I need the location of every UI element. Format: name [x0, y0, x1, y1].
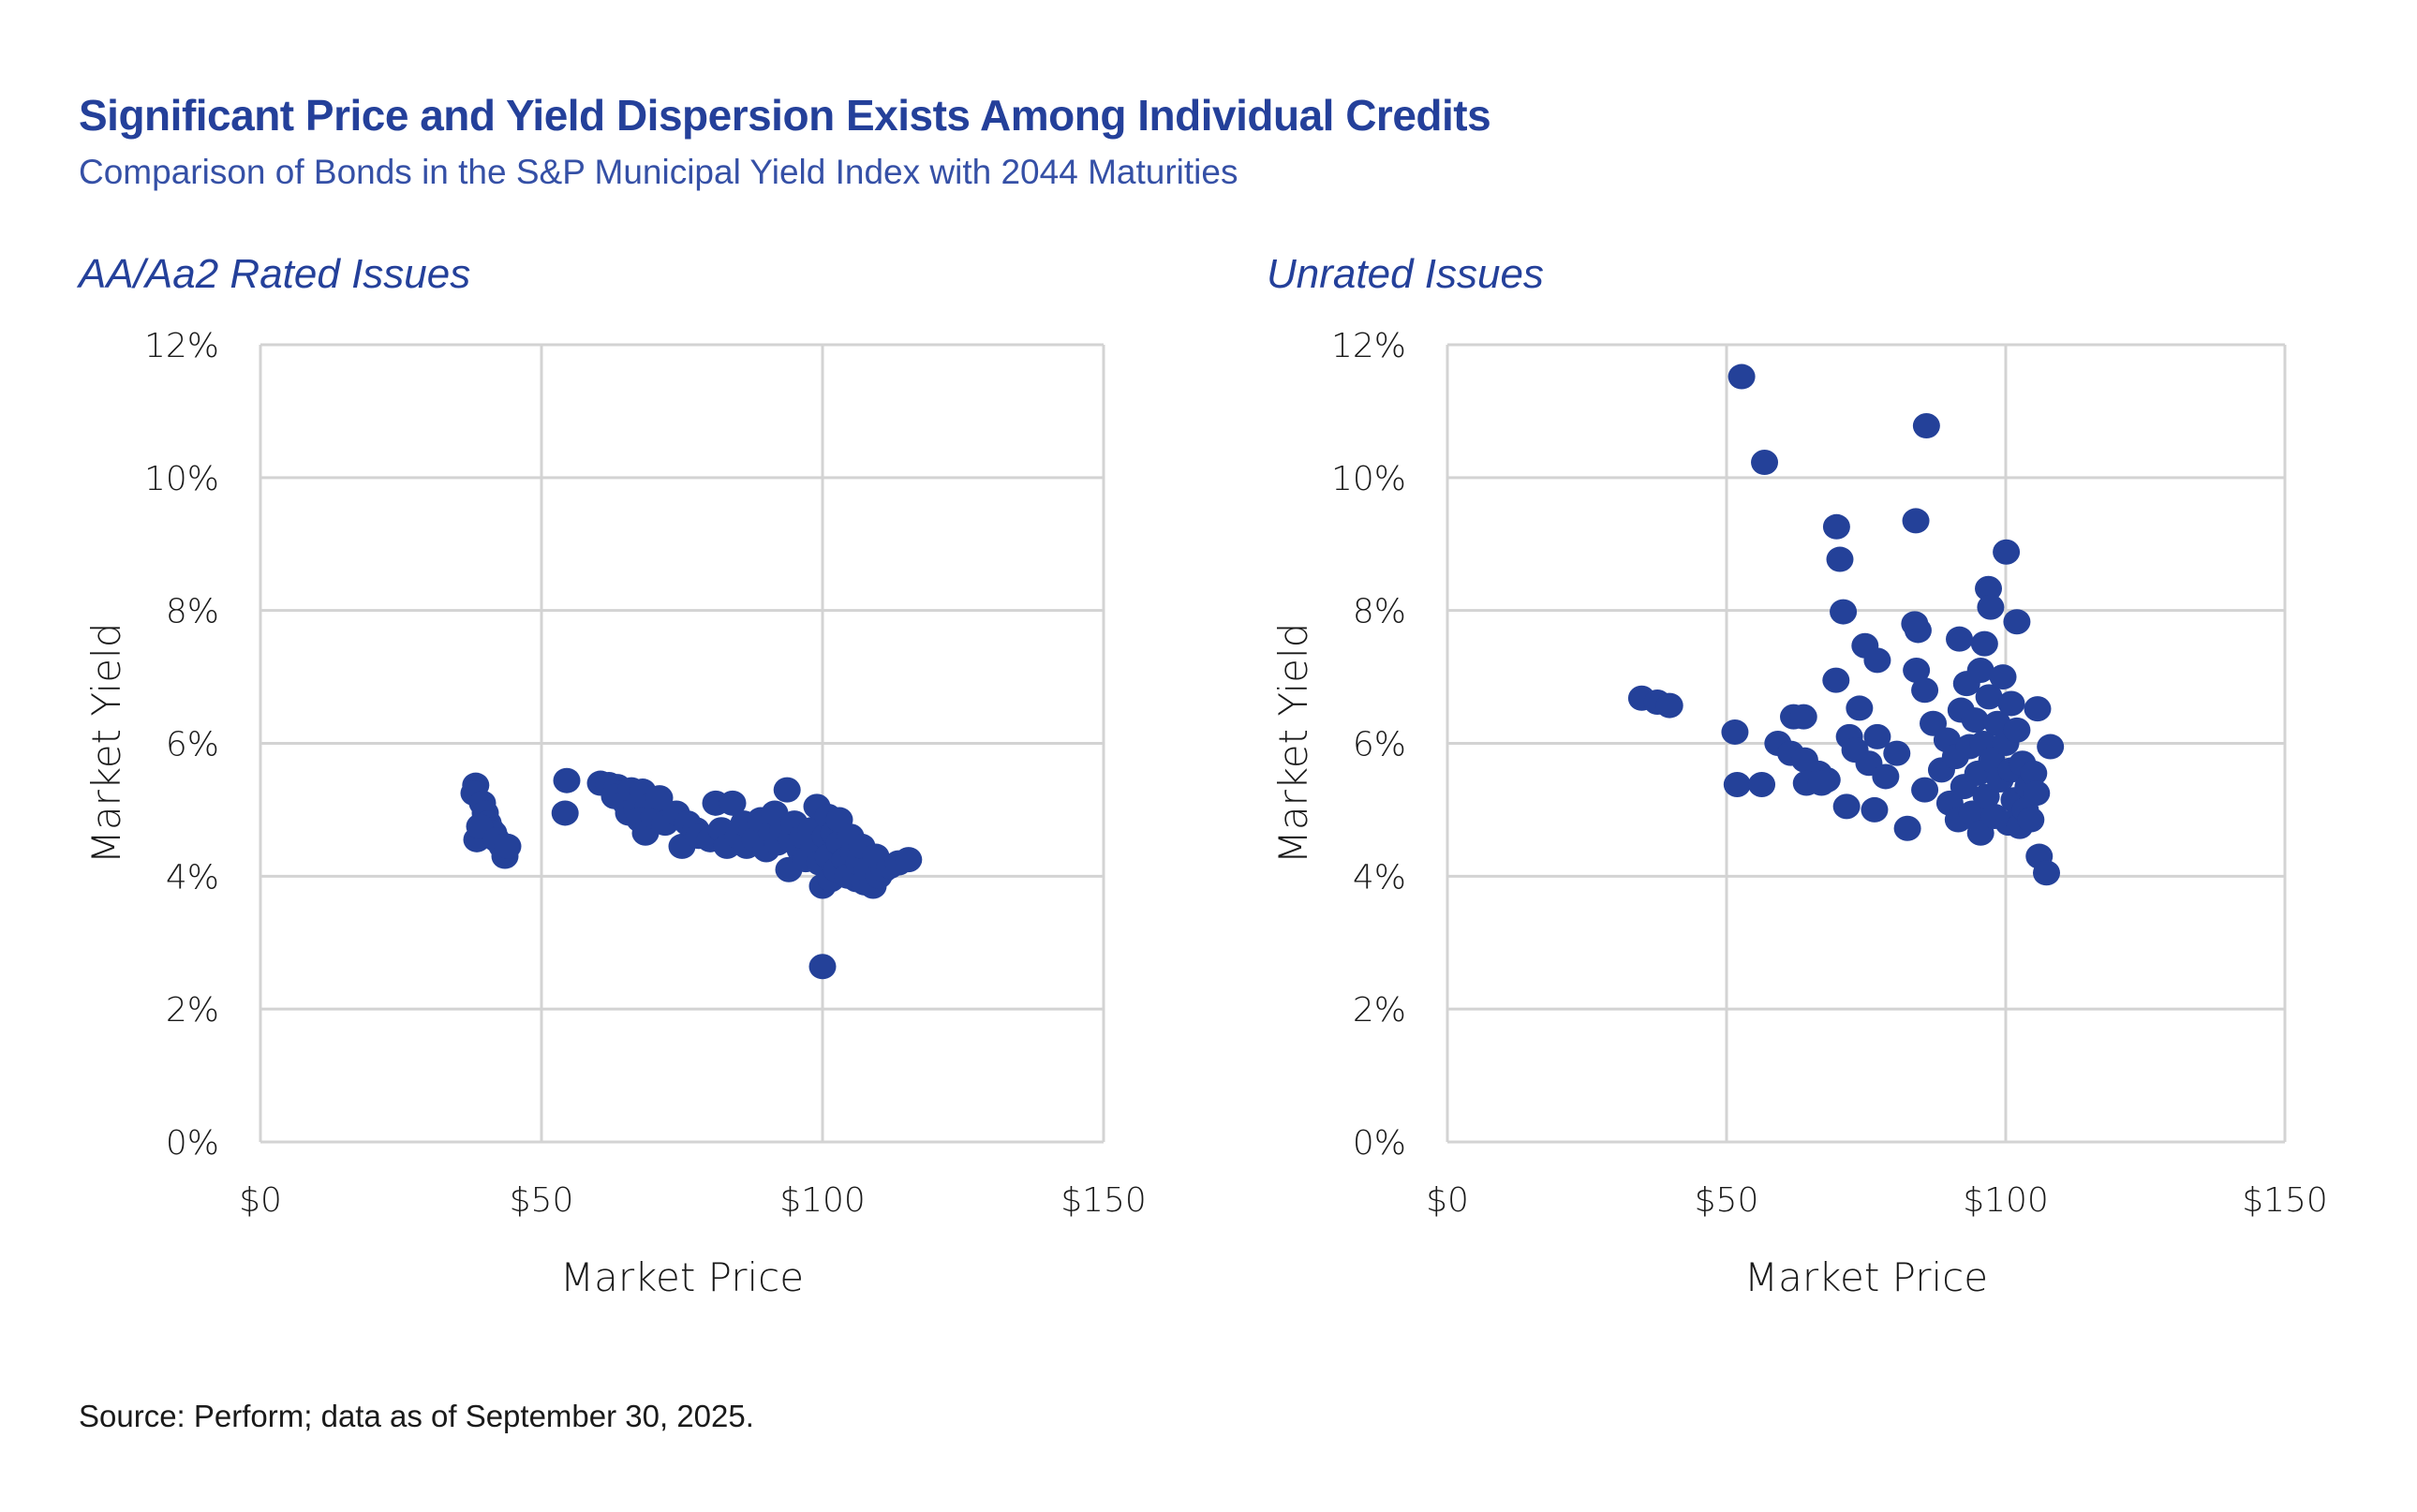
x-tick-label: $50 [510, 1181, 574, 1220]
chart-title: Significant Price and Yield Dispersion E… [79, 91, 1491, 140]
y-tick-label: 4% [166, 858, 219, 897]
data-point [1748, 771, 1776, 797]
data-point [1789, 704, 1817, 730]
data-point [1946, 626, 1974, 652]
data-point [2024, 696, 2052, 722]
x-tick-label: $150 [1060, 1181, 1147, 1220]
y-axis-title: Market Yield [83, 623, 129, 865]
y-tick-label: 0% [1353, 1124, 1406, 1163]
data-point [1807, 770, 1835, 796]
data-point [1912, 413, 1940, 439]
data-point [2023, 780, 2051, 807]
data-point [1832, 793, 1861, 820]
data-point [494, 833, 522, 859]
data-point [551, 800, 579, 826]
data-point [1846, 695, 1874, 721]
y-tick-label: 2% [1353, 991, 1406, 1030]
panel-title-unrated: Unrated Issues [1267, 251, 1544, 297]
data-point [1721, 719, 1749, 745]
data-point [1970, 630, 1998, 657]
data-point [1751, 450, 1779, 476]
data-point [1961, 707, 1989, 734]
data-point [2003, 717, 2031, 743]
data-point [1903, 657, 1931, 683]
data-point [1904, 617, 1932, 644]
scatter-panel-unrated: 0% 2% 4% 6% 8% 10% 12% $0 $50 $100 $150 Market Pric… [1270, 327, 2328, 1300]
y-tick-label: 10% [144, 460, 219, 498]
data-point [1826, 546, 1854, 572]
data-point [2033, 860, 2061, 886]
data-point [1911, 777, 1939, 803]
data-point [2020, 760, 2048, 786]
data-point [719, 790, 747, 816]
x-tick-label: $0 [1426, 1181, 1469, 1220]
chart-subtitle: Comparison of Bonds in the S&P Municipal… [79, 153, 1238, 191]
data-point [1655, 692, 1683, 719]
data-point [1830, 599, 1858, 625]
data-point [808, 954, 837, 980]
data-point [1993, 539, 2021, 565]
data-point [1861, 796, 1889, 823]
data-point [2003, 609, 2031, 635]
data-point [1727, 363, 1756, 390]
data-point [1822, 667, 1850, 693]
x-axis-title: Market Price [1744, 1254, 1988, 1300]
data-point [1872, 763, 1900, 790]
y-tick-label: 6% [1353, 726, 1406, 764]
data-point [1989, 664, 2017, 690]
y-tick-label: 10% [1331, 460, 1406, 498]
y-tick-label: 8% [166, 593, 219, 631]
data-point [1893, 815, 1921, 841]
data-point [2037, 734, 2065, 760]
data-point [1977, 594, 2005, 620]
x-axis-title: Market Price [560, 1254, 804, 1300]
x-tick-label: $150 [2242, 1181, 2328, 1220]
y-tick-label: 12% [144, 327, 219, 365]
y-tick-label: 4% [1353, 858, 1406, 897]
y-tick-label: 6% [166, 726, 219, 764]
data-point [1997, 690, 2025, 717]
data-point [773, 777, 801, 803]
data-point [2017, 807, 2045, 833]
y-tick-label: 0% [166, 1124, 219, 1163]
data-point [895, 847, 923, 873]
data-point [1975, 684, 2003, 710]
data-point [1863, 723, 1891, 749]
data-point [1975, 575, 2003, 601]
y-tick-label: 2% [166, 991, 219, 1030]
data-point [645, 785, 674, 811]
data-point [1911, 677, 1939, 704]
x-tick-label: $50 [1695, 1181, 1759, 1220]
source-note: Source: Perform; data as of September 30… [79, 1399, 754, 1433]
data-point [1822, 513, 1850, 540]
data-point [1723, 771, 1751, 797]
x-tick-label: $100 [1963, 1181, 2049, 1220]
x-tick-label: $0 [239, 1181, 282, 1220]
scatter-panel-rated: 0% 2% 4% 6% 8% 10% 12% $0 $50 $100 $150 Market Pric… [83, 327, 1147, 1300]
data-point [1883, 740, 1911, 766]
data-point [1902, 508, 1930, 534]
data-point [1966, 657, 1994, 683]
panel-title-rated: AA/Aa2 Rated Issues [79, 251, 471, 297]
data-point [1863, 647, 1891, 674]
y-axis-title: Market Yield [1270, 623, 1316, 865]
data-point [553, 767, 581, 793]
x-tick-label: $100 [779, 1181, 866, 1220]
y-tick-label: 8% [1353, 593, 1406, 631]
y-tick-label: 12% [1331, 327, 1406, 365]
